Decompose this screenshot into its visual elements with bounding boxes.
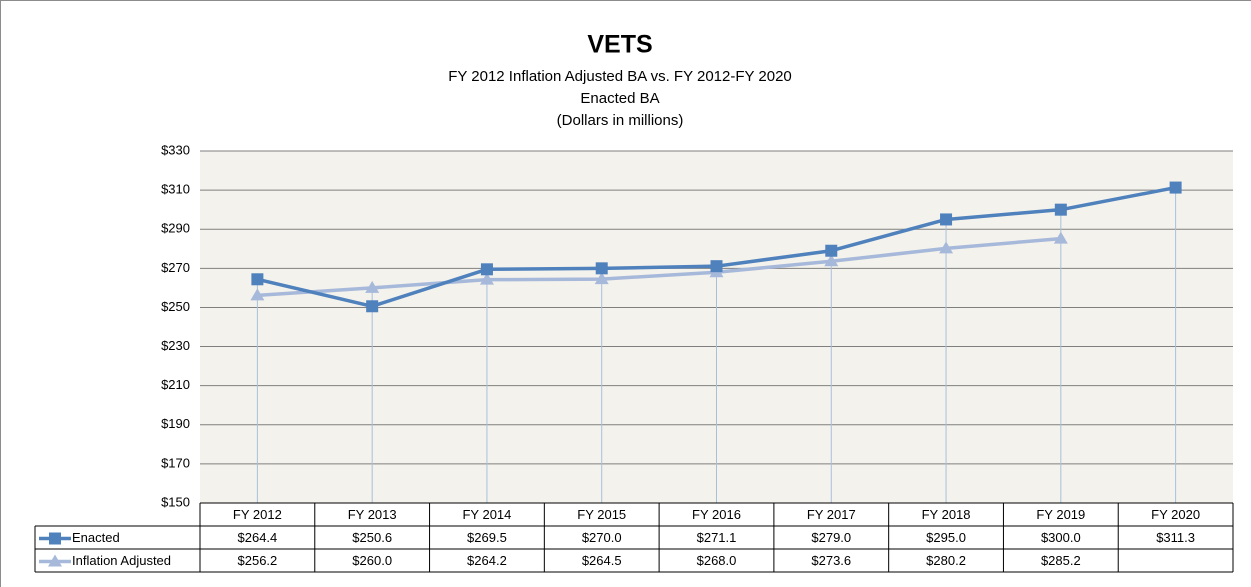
point-marker xyxy=(1169,181,1182,194)
data-label: $273.6 xyxy=(811,553,851,568)
point-marker xyxy=(825,244,838,257)
y-tick-label: $210 xyxy=(161,377,190,392)
point-marker xyxy=(365,280,380,293)
legend-label: Inflation Adjusted xyxy=(72,553,171,568)
x-tick-label: FY 2020 xyxy=(1151,507,1200,522)
x-tick-label: FY 2014 xyxy=(462,507,511,522)
x-tick-label: FY 2018 xyxy=(922,507,971,522)
x-tick-label: FY 2015 xyxy=(577,507,626,522)
data-label: $269.5 xyxy=(467,530,507,545)
data-label: $264.2 xyxy=(467,553,507,568)
point-marker xyxy=(366,300,379,313)
x-tick-label: FY 2012 xyxy=(233,507,282,522)
data-label: $250.6 xyxy=(352,530,392,545)
data-label: $295.0 xyxy=(926,530,966,545)
legend-marker xyxy=(48,554,62,567)
y-tick-label: $190 xyxy=(161,416,190,431)
point-marker xyxy=(824,254,839,267)
chart-subtitle: Enacted BA xyxy=(580,90,659,107)
point-marker xyxy=(479,272,494,285)
point-marker xyxy=(1054,203,1067,216)
x-tick-label: FY 2019 xyxy=(1036,507,1085,522)
chart-subtitle: (Dollars in millions) xyxy=(557,112,684,129)
x-tick-label: FY 2016 xyxy=(692,507,741,522)
point-marker xyxy=(939,241,954,254)
data-label: $280.2 xyxy=(926,553,966,568)
data-label: $285.2 xyxy=(1041,553,1081,568)
chart-title: VETS xyxy=(587,31,652,59)
data-label: $260.0 xyxy=(352,553,392,568)
data-label: $264.5 xyxy=(582,553,622,568)
data-label: $270.0 xyxy=(582,530,622,545)
y-tick-label: $250 xyxy=(161,299,190,314)
data-label: $279.0 xyxy=(811,530,851,545)
data-label: $256.2 xyxy=(238,553,278,568)
x-tick-label: FY 2013 xyxy=(348,507,397,522)
point-marker xyxy=(940,213,953,226)
data-label: $271.1 xyxy=(697,530,737,545)
series-line xyxy=(257,236,1061,298)
y-tick-label: $230 xyxy=(161,338,190,353)
point-marker xyxy=(251,273,264,286)
point-marker xyxy=(594,272,609,285)
data-label: $311.3 xyxy=(1156,530,1195,545)
legend-label: Enacted xyxy=(72,530,120,545)
legend-marker xyxy=(49,532,61,545)
point-marker xyxy=(595,262,608,275)
y-tick-label: $330 xyxy=(161,142,190,157)
point-marker xyxy=(250,288,265,301)
x-tick-label: FY 2017 xyxy=(807,507,856,522)
data-label: $268.0 xyxy=(697,553,737,568)
point-marker xyxy=(480,263,493,276)
y-tick-label: $310 xyxy=(161,182,190,197)
y-tick-label: $150 xyxy=(161,494,190,509)
data-label: $264.4 xyxy=(238,530,278,545)
y-tick-label: $170 xyxy=(161,455,190,470)
point-marker xyxy=(710,260,723,273)
chart-subtitle: FY 2012 Inflation Adjusted BA vs. FY 201… xyxy=(448,68,792,85)
data-label: $300.0 xyxy=(1041,530,1081,545)
point-marker xyxy=(1053,231,1068,244)
y-tick-label: $290 xyxy=(161,221,190,236)
y-tick-label: $270 xyxy=(161,260,190,275)
